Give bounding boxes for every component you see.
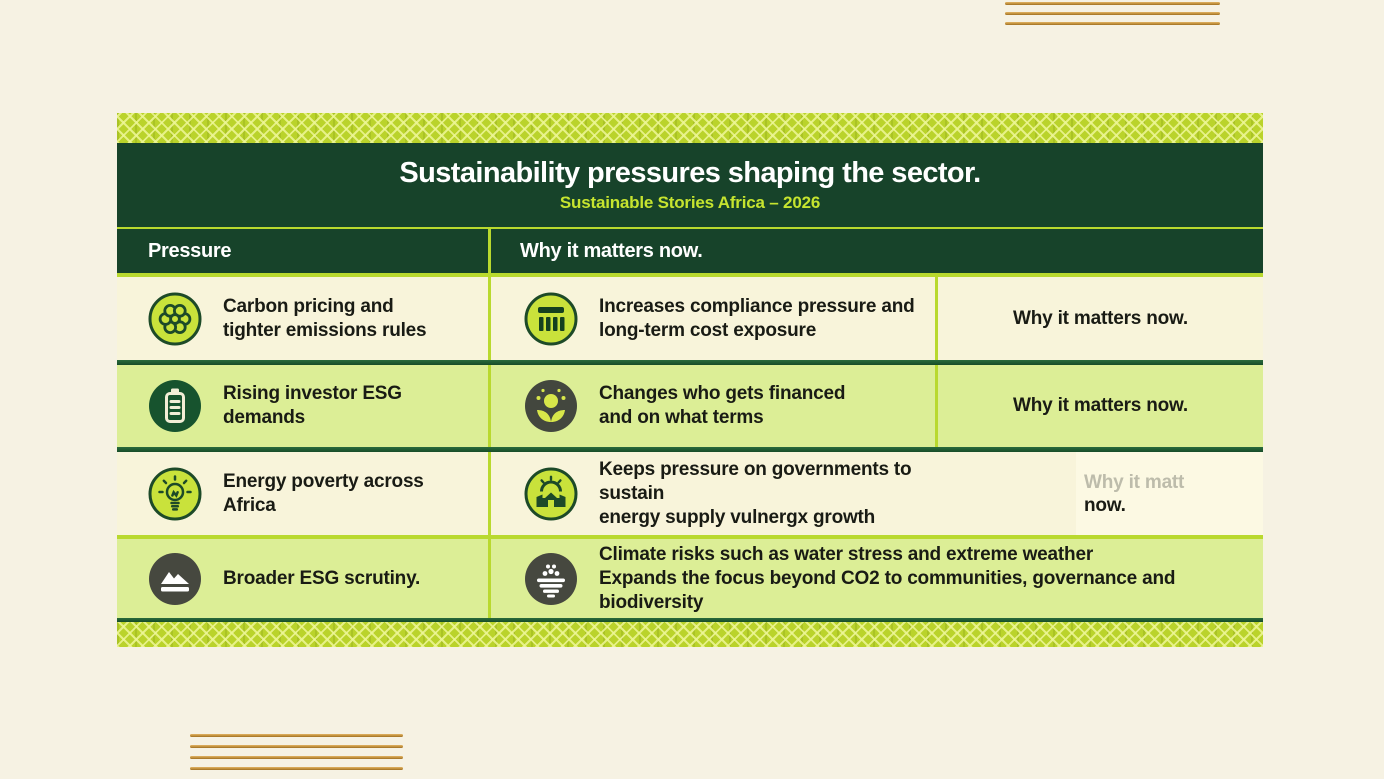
column-header-pressure: Pressure (117, 240, 488, 263)
grain-bowl-icon (523, 551, 579, 607)
gold-line (190, 767, 403, 770)
mountains-icon (147, 551, 203, 607)
gold-line (190, 734, 403, 737)
why-cell: Keeps pressure on governments to sustain… (488, 452, 935, 535)
table-header: Sustainability pressures shaping the sec… (117, 143, 1263, 227)
molecule-flower-icon (147, 291, 203, 347)
note-cell: Why it matt now. (935, 452, 1263, 535)
pressure-text: Broader ESG scrutiny. (223, 567, 421, 589)
why-cell: Changes who gets financed and on what te… (488, 365, 935, 447)
column-header-row: Pressure Why it matters now. (117, 227, 1263, 273)
page-subtitle: Sustainable Stories Africa – 2026 (559, 193, 821, 212)
page-title: Sustainability pressures shaping the sec… (399, 157, 981, 189)
note-cell: Why it matters now. (935, 277, 1263, 360)
pressure-cell: Rising investor ESG demands (117, 365, 488, 447)
column-header-pressure-label: Pressure (148, 239, 232, 262)
pressure-text: Energy poverty across Africa (223, 470, 424, 516)
gold-line (1005, 22, 1220, 25)
gold-line (1005, 2, 1220, 5)
note-cell: Why it matters now. (935, 365, 1263, 447)
gold-lines-bottom-left (190, 734, 403, 778)
lightbulb-icon (147, 466, 203, 522)
divider (117, 273, 1263, 277)
column-header-why: Why it matters now. (488, 229, 1263, 273)
pressure-cell: Energy poverty across Africa (117, 452, 488, 535)
why-text: Increases compliance pressure and long-t… (599, 295, 915, 341)
divider (117, 618, 1263, 622)
table-row: Broader ESG scrutiny. Climat (117, 539, 1263, 618)
note-text: Why it matters now. (1013, 307, 1188, 329)
why-cell: Climate risks such as water stress and e… (488, 539, 1263, 618)
why-text: Climate risks such as water stress and e… (599, 543, 1176, 613)
faded-note-band: Why it matt now. (1076, 452, 1263, 535)
why-text: Keeps pressure on governments to sustain… (599, 458, 912, 528)
note-text: Why it matters now. (1013, 395, 1188, 416)
table-row: Carbon pricing and tighter emissions rul… (117, 277, 1263, 360)
table-row: Rising investor ESG demands Changes who … (117, 365, 1263, 447)
pattern-band-bottom (117, 622, 1263, 647)
growth-plant-icon (523, 378, 579, 434)
why-text: Changes who gets financed and on what te… (599, 383, 846, 428)
infographic-table: Sustainability pressures shaping the sec… (117, 113, 1263, 647)
gold-line (190, 756, 403, 759)
divider (117, 535, 1263, 539)
divider (117, 360, 1263, 365)
battery-icon (147, 378, 203, 434)
pressure-text: Rising investor ESG demands (223, 383, 402, 428)
gold-line (1005, 12, 1220, 15)
bank-icon (523, 291, 579, 347)
note-text-faded: Why it matt (1084, 471, 1185, 493)
column-header-why-label: Why it matters now. (520, 239, 703, 262)
why-cell: Increases compliance pressure and long-t… (488, 277, 935, 360)
pressure-text: Carbon pricing and tighter emissions rul… (223, 295, 427, 341)
pressure-cell: Carbon pricing and tighter emissions rul… (117, 277, 488, 360)
house-sunrise-icon (523, 466, 579, 522)
table-row: Energy poverty across Africa Keeps press… (117, 452, 1263, 535)
note-text-rest: now. (1084, 494, 1126, 516)
pattern-band-top (117, 113, 1263, 143)
divider (117, 447, 1263, 452)
gold-lines-top-right (1005, 2, 1220, 32)
pressure-cell: Broader ESG scrutiny. (117, 539, 488, 618)
gold-line (190, 745, 403, 748)
